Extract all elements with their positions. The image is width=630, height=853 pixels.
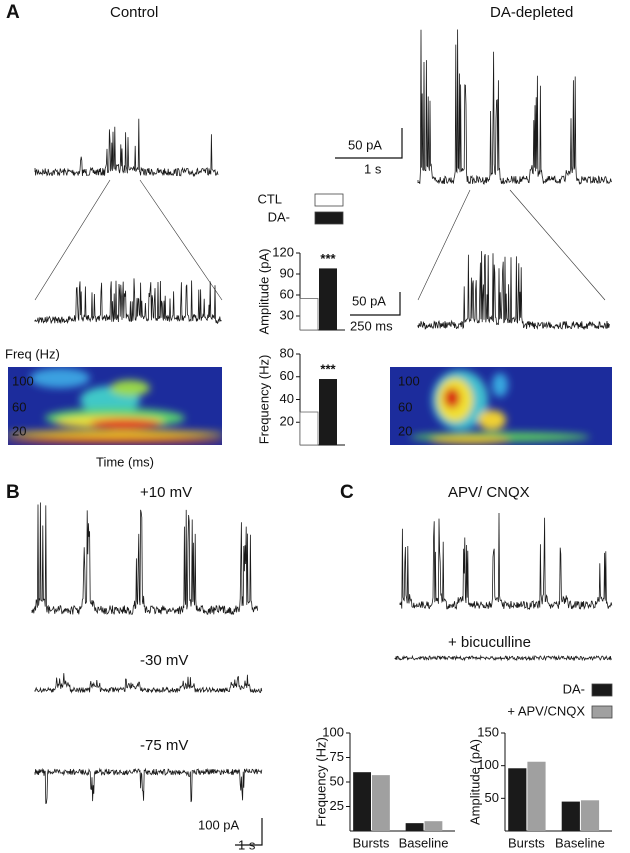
trace [34, 673, 263, 694]
legend-label: DA- [268, 209, 290, 224]
bar [319, 268, 337, 330]
y-tick-label: 20 [280, 414, 294, 429]
axis-label: Time (ms) [96, 454, 154, 469]
axis-label: Freq (Hz) [5, 346, 60, 361]
heading: -30 mV [140, 652, 188, 669]
tick-label: 100 [398, 373, 420, 388]
scale-label: 50 pA [352, 293, 386, 308]
y-tick-label: 100 [322, 724, 344, 739]
legend-swatch [591, 705, 613, 719]
trace [417, 251, 610, 331]
scale-label: 250 ms [350, 318, 393, 333]
tick-label: 60 [12, 399, 26, 414]
y-tick-label: 60 [280, 286, 294, 301]
y-axis-label: Frequency (Hz) [313, 737, 328, 827]
heading: + bicuculline [448, 634, 531, 651]
y-tick-label: 75 [330, 749, 344, 764]
trace [31, 502, 258, 616]
bar [372, 775, 390, 831]
traces [31, 29, 613, 804]
legend-swatch [314, 211, 344, 225]
trace [394, 654, 612, 662]
panel-letter: A [6, 2, 20, 23]
heading: +10 mV [140, 484, 192, 501]
heading: DA-depleted [490, 4, 573, 21]
zoom-line [417, 189, 471, 301]
legend-swatch [314, 193, 344, 207]
y-tick-label: 30 [280, 307, 294, 322]
scale-label: 1 s [364, 161, 382, 176]
tick-label: 20 [398, 423, 412, 438]
x-tick-label: Baseline [399, 835, 449, 850]
y-tick-label: 25 [330, 798, 344, 813]
bar [319, 379, 337, 445]
spectrogram [390, 367, 612, 445]
zoom-line [139, 179, 223, 301]
scale-label: 100 pA [198, 817, 240, 832]
y-tick-label: 40 [280, 391, 294, 406]
scale-label: 1 s [238, 837, 256, 852]
y-tick-label: 80 [280, 345, 294, 360]
y-tick-label: 120 [272, 244, 294, 259]
bar [424, 821, 443, 831]
annotation: *** [320, 251, 336, 266]
bar [561, 801, 580, 831]
bar [580, 800, 600, 831]
panel-letter: B [6, 482, 20, 503]
y-tick-label: 100 [477, 757, 499, 772]
spectrogram [8, 367, 222, 445]
y-tick-label: 50 [485, 790, 499, 805]
heading: APV/ CNQX [448, 484, 530, 501]
x-tick-label: Bursts [353, 835, 390, 850]
trace [34, 278, 222, 325]
x-tick-label: Bursts [508, 835, 545, 850]
y-axis-label: Amplitude (pA) [467, 739, 482, 825]
legend-label: CTL [257, 191, 282, 206]
trace [417, 29, 613, 185]
tick-label: 100 [12, 373, 34, 388]
y-axis-label: Amplitude (pA) [256, 249, 271, 335]
tick-label: 20 [12, 423, 26, 438]
scale-bar [335, 128, 403, 159]
bar [527, 761, 546, 831]
legend-swatch [591, 683, 613, 697]
heading: -75 mV [140, 737, 188, 754]
legend-label: DA- [563, 681, 585, 696]
bar [353, 772, 371, 831]
bar [299, 298, 319, 331]
y-axis-label: Frequency (Hz) [256, 355, 271, 445]
bar [405, 823, 424, 831]
y-tick-label: 50 [330, 773, 344, 788]
y-tick-label: 150 [477, 724, 499, 739]
heading: Control [110, 4, 158, 21]
y-tick-label: 90 [280, 265, 294, 280]
legend-label: + APV/CNQX [507, 703, 585, 718]
panel-letter: C [340, 482, 354, 503]
trace [399, 512, 613, 611]
annotation: *** [320, 361, 336, 376]
trace [34, 118, 219, 178]
trace [34, 767, 263, 804]
zoom-line [509, 189, 606, 301]
x-tick-label: Baseline [555, 835, 605, 850]
bar [508, 768, 527, 831]
y-tick-label: 60 [280, 368, 294, 383]
scale-label: 50 pA [348, 137, 382, 152]
zoom-line [34, 179, 111, 301]
tick-label: 60 [398, 399, 412, 414]
scale-bar [350, 292, 401, 316]
bar [299, 411, 319, 446]
scale-bar [235, 818, 263, 846]
